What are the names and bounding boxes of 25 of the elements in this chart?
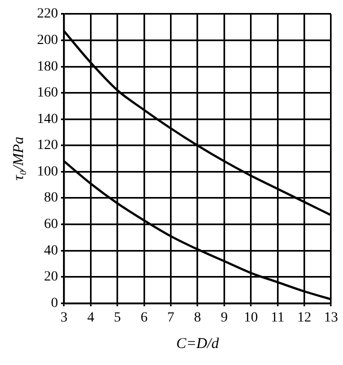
y-tick-label: 160	[37, 86, 58, 101]
y-tick-label: 120	[37, 138, 58, 154]
y-tick-label: 140	[37, 112, 58, 127]
x-tick-label: 7	[167, 310, 174, 326]
y-tick-label: 100	[37, 164, 58, 180]
x-tick-label: 11	[270, 310, 284, 326]
y-tick-label: 220	[37, 6, 58, 22]
y-axis-title: τ₀/MPa	[10, 136, 27, 181]
y-tick-label: 40	[44, 243, 58, 258]
y-tick-label: 200	[37, 32, 58, 48]
x-tick-label: 3	[60, 310, 68, 326]
y-tick-label: 80	[44, 190, 58, 206]
x-tick-label: 5	[114, 310, 121, 326]
y-tick-label: 60	[44, 217, 58, 232]
x-tick-label: 10	[244, 310, 258, 326]
y-tick-label: 20	[44, 270, 58, 285]
y-tick-label: 180	[37, 59, 58, 74]
x-axis-title: C=D/d	[176, 336, 220, 352]
x-tick-label: 4	[87, 310, 94, 326]
y-tick-label: 0	[51, 296, 58, 311]
x-tick-label: 6	[140, 310, 148, 326]
x-tick-label: 12	[297, 310, 312, 326]
x-tick-label: 9	[220, 310, 228, 326]
x-tick-label: 13	[324, 310, 338, 326]
x-tick-label: 8	[194, 310, 201, 326]
